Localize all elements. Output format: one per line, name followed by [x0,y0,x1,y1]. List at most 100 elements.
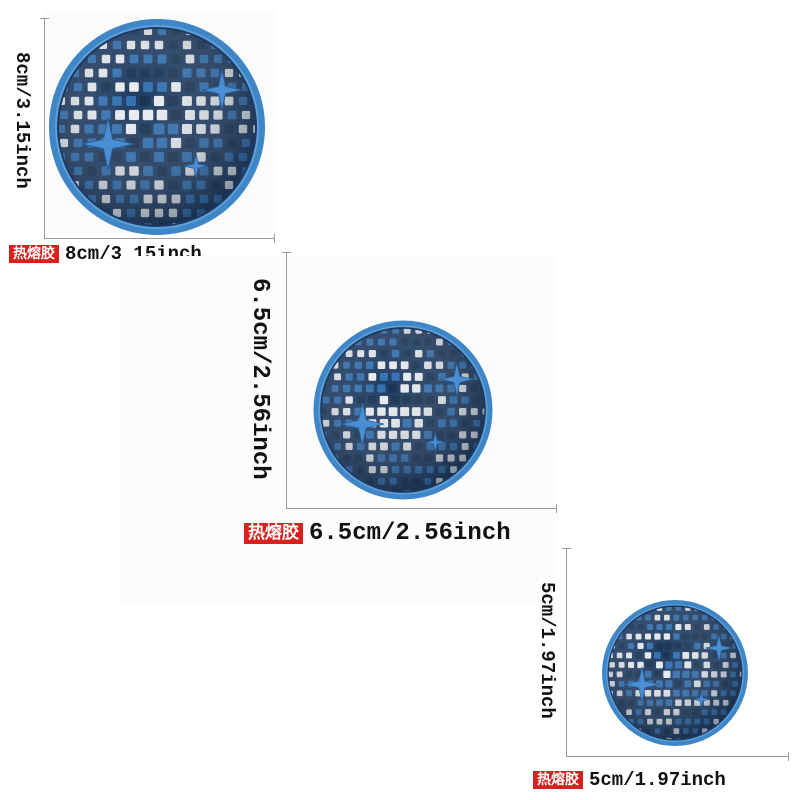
dimension-tick [788,752,789,761]
mirror-tile [323,490,329,492]
horizontal-dimension-line [44,238,274,239]
vertical-dimension-line [566,548,567,756]
hot-melt-tag: 热熔胶 [9,244,59,264]
mirror-tile [600,729,603,734]
mirror-tile [321,454,327,462]
mirror-tile [600,606,605,611]
mirror-tile [321,318,326,322]
mirror-tile [228,223,236,225]
mirror-tile [59,41,65,49]
mirror-tile [239,209,247,217]
mirror-tile [655,747,660,748]
mirror-tile [311,467,317,473]
mirror-tile [331,338,339,346]
mirror-tile [311,374,317,380]
mirror-tile [608,598,612,601]
mirror-tile [732,719,738,725]
mirror-tile [600,634,603,639]
mirror-tile [74,223,82,225]
mirror-tile [322,350,330,357]
mirror-tile [71,41,79,49]
mirror-tile [71,209,79,217]
mirror-tile [46,97,51,105]
horizontal-dimension-line [566,756,788,757]
mirror-tile [450,489,457,492]
mirror-tile [311,443,317,449]
mirror-tile [486,490,492,496]
sparkle [81,117,135,171]
mirror-tile [225,209,233,217]
sparkle [183,153,209,179]
mirror-tile [600,653,603,658]
mirror-tile [609,719,615,725]
mirror-tile [357,489,364,492]
mirror-tile [482,362,485,369]
mirror-tile [740,728,742,734]
mirror-tile [311,318,314,321]
mirror-tile [600,598,603,601]
disco-ball-patch-large [46,16,268,238]
mirror-tile [47,224,54,231]
mirror-tile [471,318,477,322]
mirror-tile [459,478,466,485]
mirror-tile [267,153,268,160]
mirror-tile [214,29,222,35]
mirror-tile [462,328,469,334]
mirror-tile [267,69,268,76]
mirror-tile [482,454,485,462]
mirror-tile [740,615,742,621]
mirror-tile [311,455,315,461]
mirror-tile [46,181,51,188]
patch-stitch-edge [318,325,488,495]
mirror-tile [256,195,263,202]
mirror-tile [267,97,268,104]
mirror-tile [609,624,615,630]
mirror-tile [460,318,466,322]
mirror-tile [378,318,384,322]
mirror-tile [85,16,92,21]
mirror-tile [712,598,717,601]
mirror-tile [239,41,247,49]
mirror-tile [730,615,736,621]
mirror-tile [355,318,361,322]
mirror-tile [637,737,644,740]
mirror-tile [485,351,491,357]
hot-melt-tag: 热熔胶 [533,770,583,790]
patch-stitch-edge [606,604,744,742]
mirror-tile [46,55,53,62]
mirror-tile [257,224,264,231]
mirror-tile [425,318,431,322]
mirror-tile [436,501,442,502]
mirror-tile [59,209,65,217]
mirror-tile [494,385,495,391]
mirror-tile [183,16,191,21]
mirror-tile [732,624,738,630]
mirror-tile [113,16,120,21]
mirror-tile [311,339,315,345]
dimension-tick [282,252,291,253]
mirror-tile [471,478,478,485]
mirror-tile [332,318,338,322]
sparkle [440,362,474,396]
mirror-tile [256,55,263,62]
mirror-tile [46,210,50,217]
mirror-tile [113,237,120,238]
mirror-tile [732,738,738,740]
mirror-tile [608,615,613,621]
mirror-tile [742,738,747,743]
mirror-tile [311,351,317,357]
mirror-tile [211,16,218,21]
mirror-tile [609,606,615,611]
horizontal-dimension-line [286,508,556,509]
mirror-tile [674,747,679,748]
mirror-tile [721,728,727,734]
mirror-tile [485,443,491,449]
mirror-tile [485,467,491,473]
mirror-tile [211,237,218,238]
mirror-tile [425,501,431,502]
mirror-tile [749,653,750,658]
mirror-tile [740,709,742,715]
mirror-tile [628,606,634,611]
mirror-tile [448,318,454,322]
mirror-tile [693,598,698,601]
